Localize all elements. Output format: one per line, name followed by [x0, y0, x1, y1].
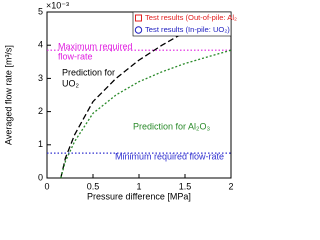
series-label: Prediction for Al₂O₃: [133, 121, 211, 131]
series-label: Prediction for: [62, 67, 115, 77]
y-axis-label: Averaged flow rate [m³/s]: [3, 45, 13, 145]
legend-label: Test results (Out-of-pile: Al₂O₃): [145, 13, 237, 22]
reference-label: Minimum required flow-rate: [115, 151, 224, 161]
legend-label: Test results (In-pile: UO₂): [145, 25, 230, 34]
x-tick-label: 1: [136, 181, 141, 191]
chart: ×10⁻³ Pressure difference [MPa] Averaged…: [3, 0, 237, 201]
y-multiplier: ×10⁻³: [46, 0, 69, 10]
reference-label: Maximum required: [58, 41, 133, 51]
y-tick-label: 2: [38, 106, 43, 116]
x-tick-label: 0.5: [87, 181, 100, 191]
prediction-line: [60, 49, 232, 179]
legend-marker: [134, 26, 143, 34]
y-tick-label: 0: [38, 172, 43, 182]
x-tick-label: 2: [228, 181, 233, 191]
y-tick-label: 5: [38, 6, 43, 16]
x-tick-label: 0: [44, 181, 49, 191]
y-tick-label: 1: [38, 139, 43, 149]
series-label: UO₂: [62, 78, 80, 88]
legend-marker: [135, 14, 142, 22]
legend-box: [132, 11, 232, 37]
x-tick-label: 1.5: [179, 181, 192, 191]
y-tick-label: 4: [38, 40, 43, 50]
y-tick-label: 3: [38, 73, 43, 83]
x-axis-label: Pressure difference [MPa]: [87, 191, 191, 201]
reference-label: flow-rate: [58, 51, 93, 61]
